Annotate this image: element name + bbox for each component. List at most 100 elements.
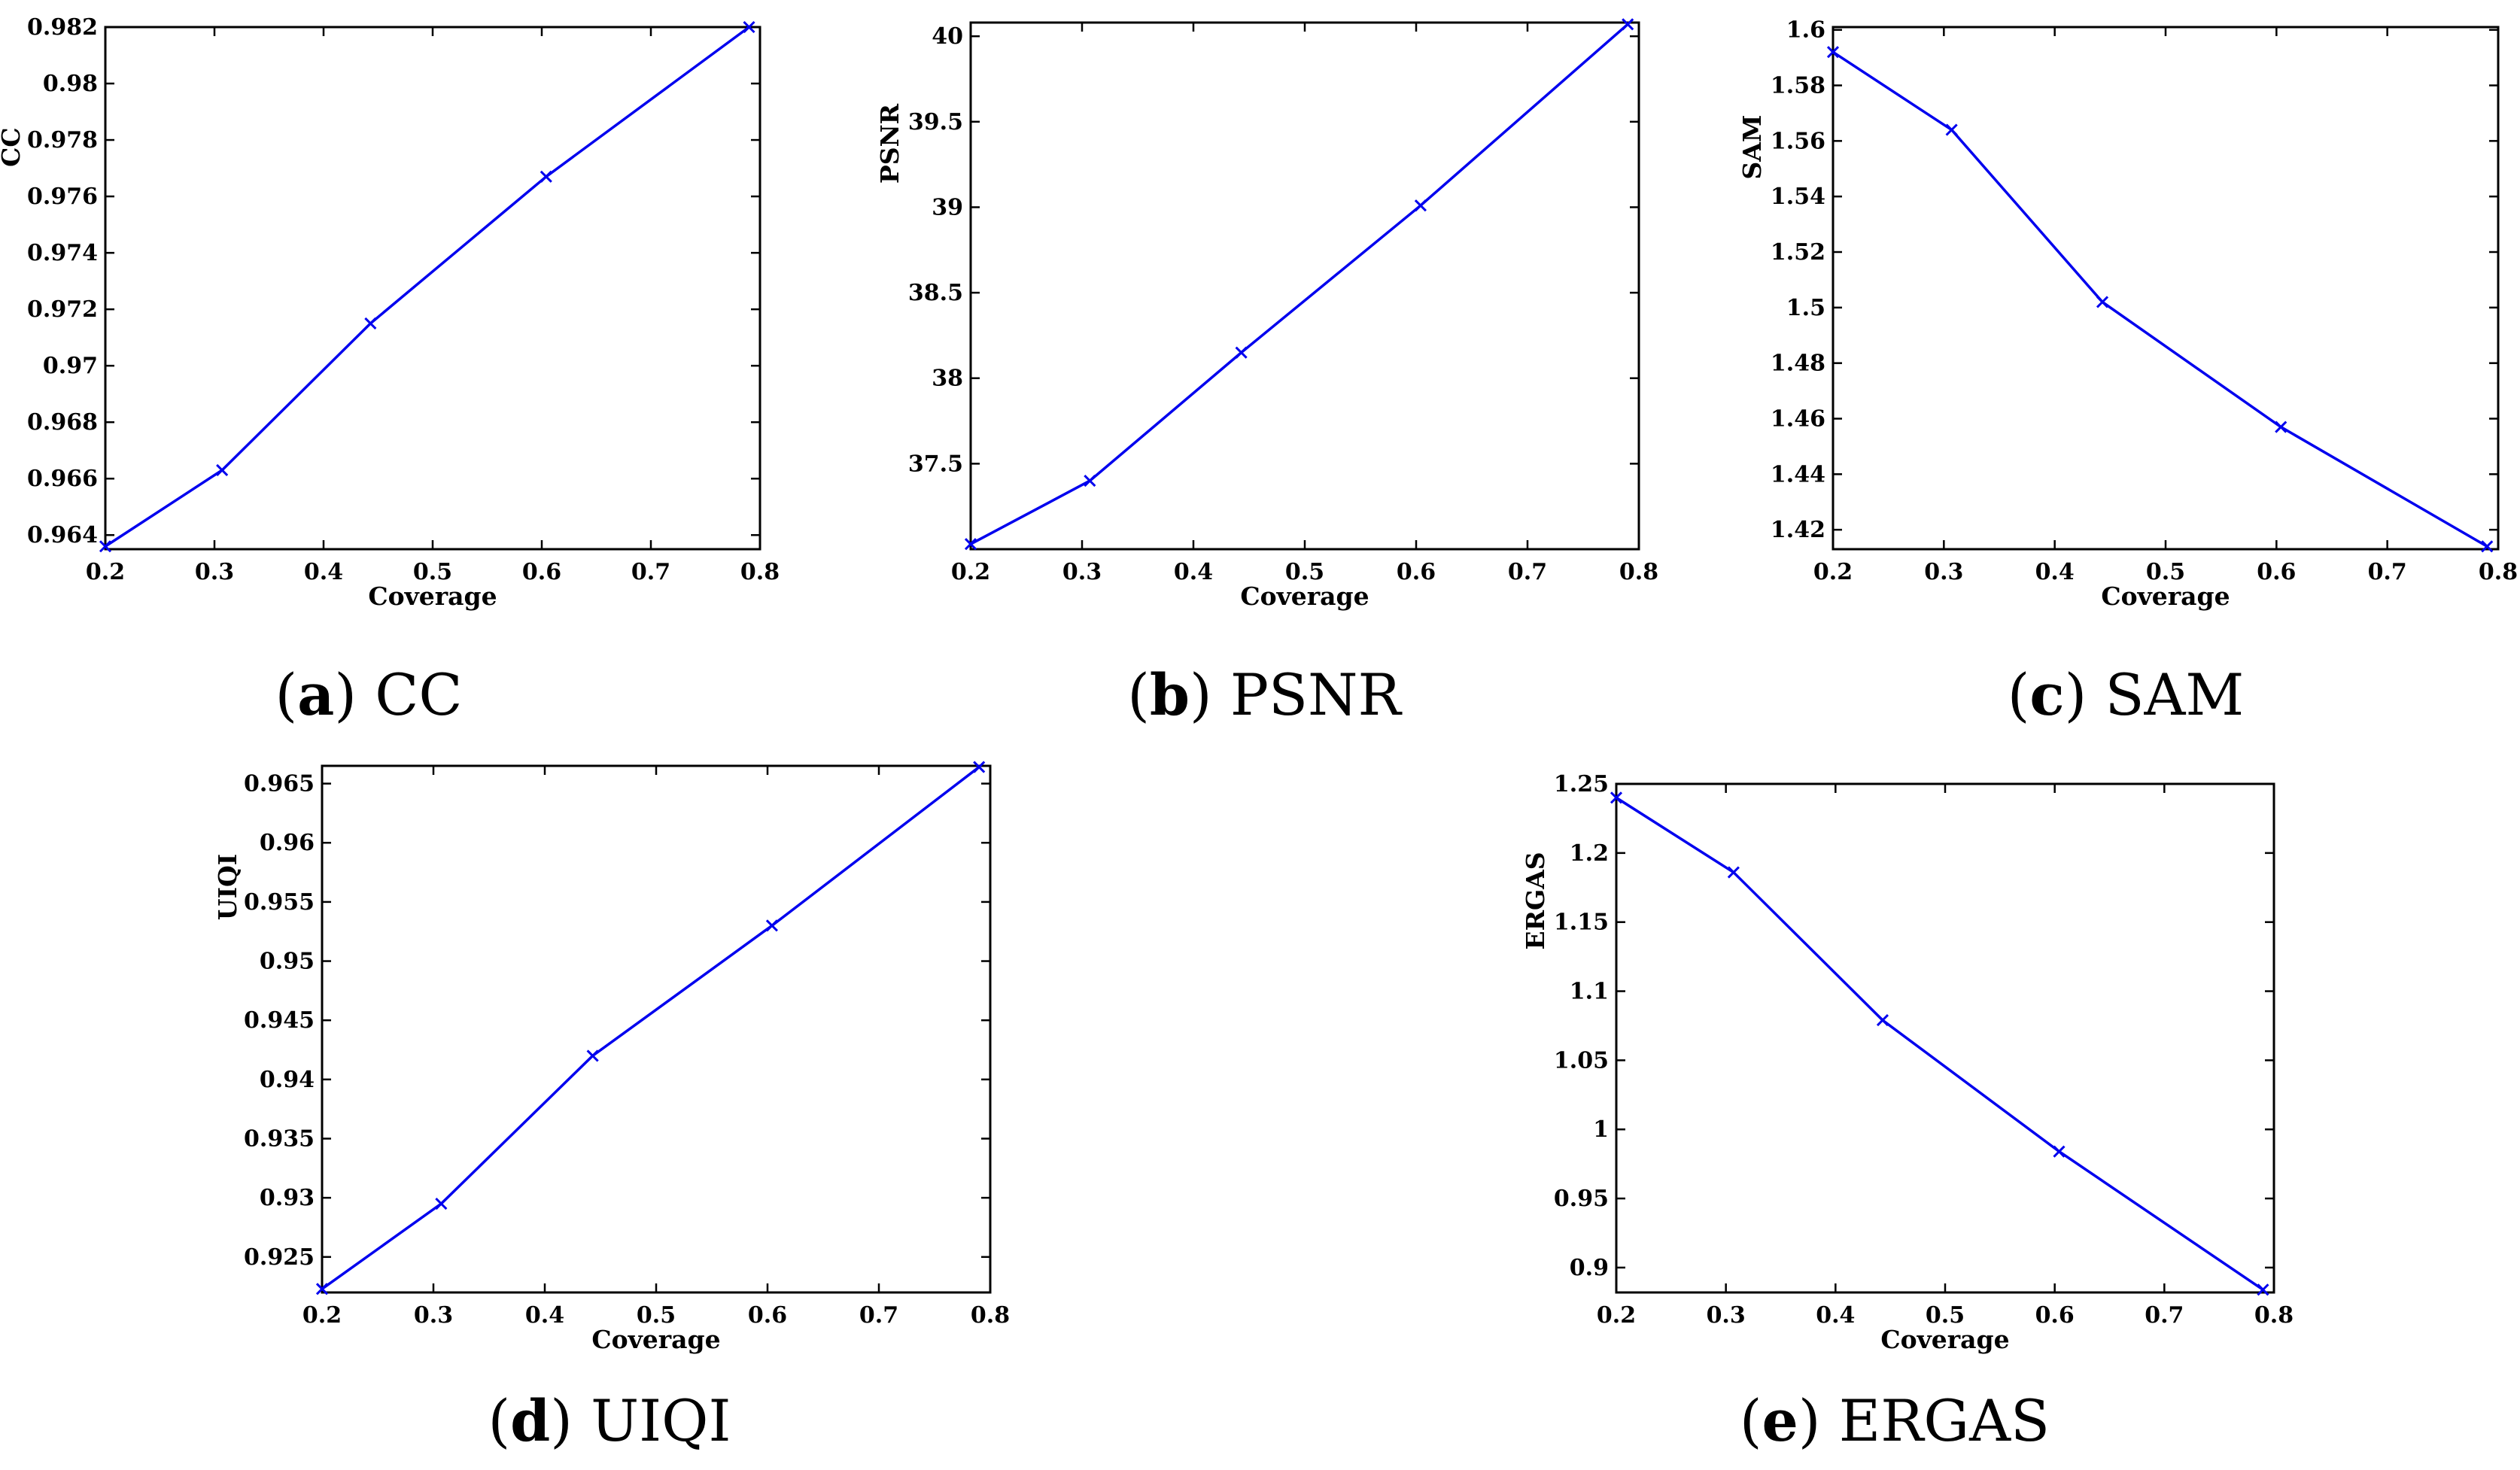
series-line [321, 766, 980, 1290]
data-point-marker [364, 317, 377, 330]
y-tick-label: 0.965 [244, 771, 315, 797]
x-tick-label: 0.5 [2146, 559, 2185, 585]
data-point-marker [2275, 421, 2287, 433]
x-tick-label: 0.5 [637, 1302, 676, 1329]
data-point-marker [973, 761, 986, 773]
x-tick-label: 0.3 [195, 559, 234, 585]
y-tick-label: 1 [1593, 1116, 1609, 1143]
y-tick-label: 0.94 [260, 1067, 315, 1093]
x-tick-label: 0.5 [1285, 559, 1324, 585]
y-tick-label: 0.925 [244, 1244, 315, 1271]
data-point-marker [743, 20, 755, 34]
y-tick-label: 38.5 [908, 280, 963, 306]
data-point-marker [2053, 1145, 2066, 1158]
y-tick-label: 0.972 [27, 296, 98, 323]
y-axis-label: UIQI [213, 854, 242, 920]
x-tick-label: 0.7 [1508, 559, 1547, 585]
y-tick-label: 0.964 [27, 522, 98, 548]
y-tick-label: 40 [932, 23, 963, 50]
y-tick-label: 0.955 [244, 889, 315, 916]
panel-caption: (a) CC [275, 661, 462, 728]
x-tick-label: 0.4 [2035, 559, 2075, 585]
data-point-marker [1945, 123, 1958, 136]
y-tick-label: 1.5 [1786, 295, 1825, 321]
x-tick-label: 0.8 [1619, 559, 1658, 585]
y-tick-label: 1.6 [1786, 17, 1825, 44]
x-tick-label: 0.7 [631, 559, 670, 585]
y-tick-label: 1.05 [1554, 1047, 1609, 1074]
y-tick-label: 39 [932, 194, 963, 220]
chart-panel-c: 0.2 0.3 0.4 0.5 0.6 0.7 0.8 1.42 1.44 1.46 1.48 1.5… [1737, 17, 2518, 728]
y-tick-label: 0.98 [43, 71, 98, 97]
data-point-marker [1622, 18, 1634, 31]
x-tick-label: 0.7 [2368, 559, 2407, 585]
x-tick-label: 0.6 [748, 1302, 787, 1329]
y-tick-label: 1.2 [1570, 840, 1609, 867]
x-tick-label: 0.6 [522, 559, 561, 585]
data-point-marker [2096, 296, 2109, 308]
y-tick-label: 0.982 [27, 14, 98, 41]
x-tick-label: 0.6 [2035, 1302, 2075, 1329]
y-axis-label: PSNR [875, 103, 904, 184]
data-point-marker [1727, 866, 1740, 879]
x-tick-label: 0.3 [1924, 559, 1963, 585]
data-point-marker [1876, 1014, 1889, 1027]
y-tick-label: 0.9 [1570, 1255, 1609, 1281]
data-point-marker [216, 463, 229, 477]
x-tick-label: 0.2 [1813, 559, 1853, 585]
x-tick-label: 0.2 [302, 1302, 342, 1329]
x-tick-label: 0.5 [1926, 1302, 1965, 1329]
y-tick-label: 0.978 [27, 127, 98, 153]
data-point-marker [586, 1049, 599, 1062]
x-tick-label: 0.4 [525, 1302, 564, 1329]
x-axis-label: Coverage [2101, 582, 2230, 611]
data-point-marker [540, 170, 552, 183]
y-tick-label: 0.966 [27, 466, 98, 492]
y-tick-label: 0.93 [260, 1185, 315, 1211]
data-point-marker [1235, 346, 1248, 359]
chart-panel-a: 0.2 0.3 0.4 0.5 0.6 0.7 0.8 0.964 0.966 0.968 0.97… [0, 14, 780, 728]
panel-caption: (c) SAM [2008, 661, 2245, 728]
y-tick-label: 0.97 [43, 353, 98, 379]
data-point-marker [1610, 791, 1623, 804]
y-axis-label: SAM [1737, 115, 1767, 180]
panel-title: UIQI [591, 1387, 731, 1454]
panel-caption: (b) PSNR [1127, 661, 1403, 728]
y-tick-label: 0.95 [260, 949, 315, 975]
panel-letter: c [2029, 661, 2064, 728]
y-tick-label: 0.968 [27, 409, 98, 436]
x-axis-label: Coverage [591, 1325, 720, 1354]
y-tick-label: 1.54 [1771, 184, 1825, 210]
y-tick-label: 38 [932, 366, 963, 392]
x-tick-label: 0.7 [859, 1302, 898, 1329]
y-tick-label: 39.5 [908, 109, 963, 135]
y-tick-label: 1.15 [1554, 910, 1609, 936]
x-tick-label: 0.8 [2479, 559, 2518, 585]
data-point-marker [2257, 1283, 2269, 1296]
plot-area [1831, 26, 2500, 551]
series-line [1832, 50, 2488, 548]
series-line [1616, 796, 2264, 1291]
x-tick-label: 0.8 [740, 559, 780, 585]
x-axis-label: Coverage [1880, 1325, 2009, 1354]
y-tick-label: 1.48 [1771, 351, 1825, 377]
x-tick-label: 0.5 [413, 559, 452, 585]
y-tick-label: 0.95 [1554, 1186, 1609, 1212]
x-tick-label: 0.4 [1816, 1302, 1855, 1329]
plot-area [321, 764, 992, 1294]
x-tick-label: 0.4 [1174, 559, 1213, 585]
y-tick-label: 0.935 [244, 1126, 315, 1153]
x-axis-label: Coverage [1240, 582, 1369, 611]
series-line [970, 23, 1629, 545]
y-tick-label: 1.1 [1570, 979, 1609, 1005]
y-tick-label: 1.42 [1771, 517, 1825, 543]
y-tick-label: 37.5 [908, 451, 963, 477]
x-tick-label: 0.3 [1707, 1302, 1746, 1329]
y-tick-label: 1.58 [1771, 73, 1825, 99]
x-tick-label: 0.7 [2145, 1302, 2184, 1329]
x-tick-label: 0.4 [304, 559, 343, 585]
x-tick-label: 0.6 [2257, 559, 2296, 585]
data-point-marker [1084, 475, 1096, 487]
y-tick-label: 1.25 [1554, 771, 1609, 797]
